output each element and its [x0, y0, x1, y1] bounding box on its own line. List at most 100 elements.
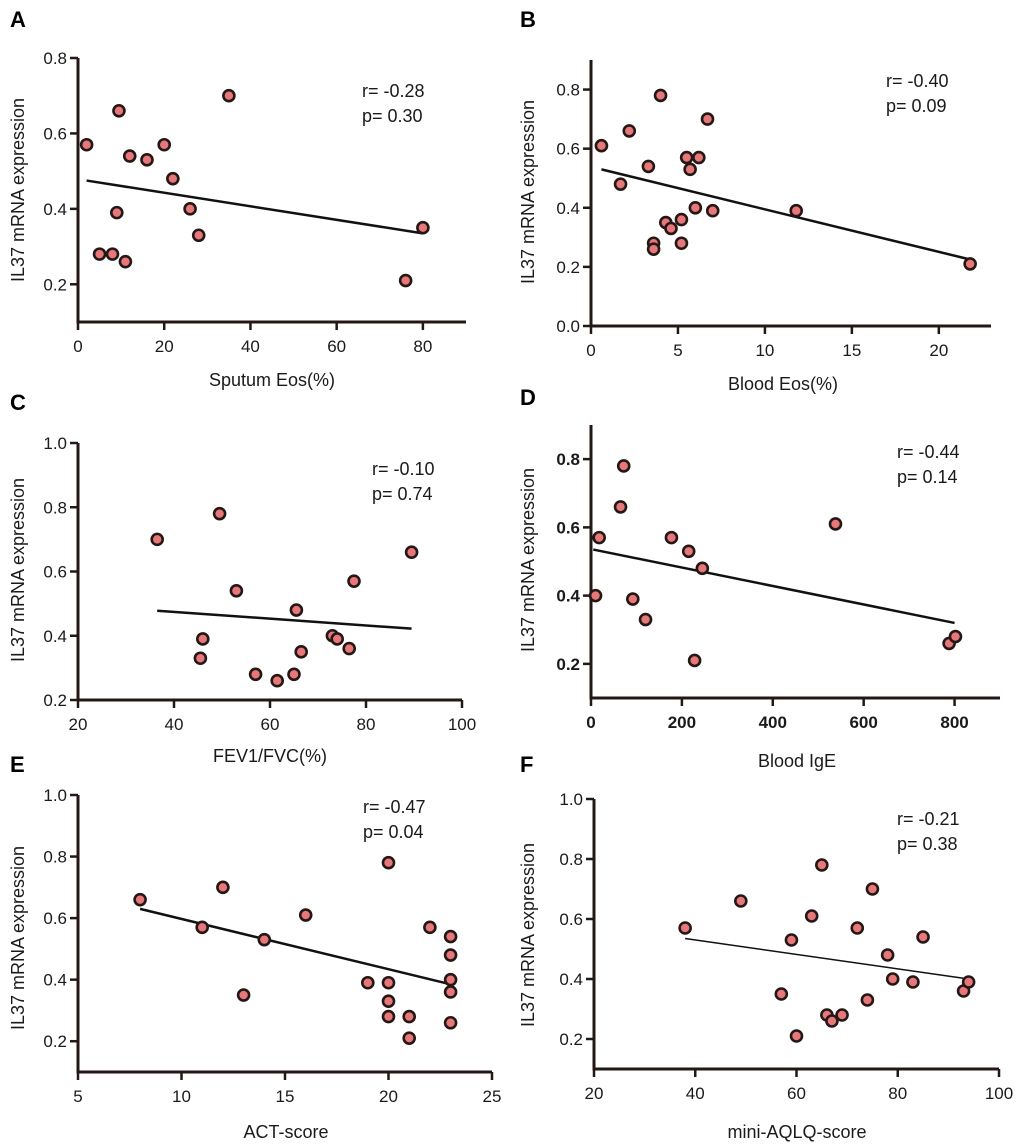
data-point [236, 988, 251, 1002]
data-point [641, 159, 656, 174]
p-value: p= 0.74 [372, 484, 433, 504]
data-point [664, 530, 679, 545]
x-tick-label: 40 [241, 337, 260, 356]
data-point [674, 236, 689, 251]
x-axis-title: mini-AQLQ-score [727, 1122, 866, 1142]
y-tick-label: 0.4 [43, 200, 67, 219]
data-point [330, 632, 345, 646]
y-axis-title: IL37 mRNA expression [518, 843, 538, 1027]
data-point [183, 202, 197, 216]
x-tick-label: 200 [668, 713, 696, 732]
y-tick-label: 0.6 [43, 124, 67, 143]
data-point [416, 220, 430, 235]
y-tick-label: 0.2 [43, 691, 67, 710]
data-point [402, 1031, 417, 1045]
data-point [789, 1029, 804, 1043]
y-axis-title: IL37 mRNA expression [518, 468, 538, 652]
x-tick-label: 15 [842, 341, 861, 360]
panel-letter: F [520, 752, 533, 777]
data-point [948, 629, 963, 644]
data-point [216, 880, 230, 895]
data-point [289, 603, 304, 617]
y-tick-label: 0.6 [556, 140, 580, 159]
y-tick-label: 0.8 [43, 498, 67, 517]
y-axis-title: IL37 mRNA expression [8, 478, 28, 662]
x-tick-label: 100 [985, 1084, 1013, 1103]
data-point [92, 247, 107, 261]
data-point [140, 153, 154, 167]
regression-line [157, 609, 412, 630]
y-tick-label: 0.2 [43, 275, 67, 294]
data-point [443, 948, 458, 962]
p-value: p= 0.38 [897, 834, 958, 854]
y-tick-label: 1.0 [43, 434, 67, 453]
data-point [916, 930, 930, 944]
y-tick-label: 0.6 [43, 563, 67, 582]
y-tick-label: 0.8 [556, 81, 580, 100]
data-point [443, 972, 458, 987]
x-tick-label: 0 [586, 713, 595, 732]
panel-e: E 5 10 15 20 25 0.2 0.4 0.6 0.8 1.0 ACT-score IL37 m… [8, 752, 501, 1142]
x-tick-label: 5 [673, 341, 682, 360]
x-tick-label: 0 [586, 341, 595, 360]
panel-c: C 20 40 60 80 100 0.2 0.4 0.6 0.8 1.0 FEV1/FVC(%) IL… [8, 390, 476, 766]
y-tick-label: 0.4 [556, 199, 580, 218]
x-tick-label: 80 [888, 1084, 907, 1103]
regression-line [86, 179, 424, 235]
data-point [347, 574, 361, 588]
y-tick-label: 0.8 [559, 850, 583, 869]
data-point [150, 532, 164, 547]
data-point [850, 921, 865, 935]
x-tick-label: 60 [327, 337, 346, 356]
data-point [835, 1008, 849, 1022]
x-axis-title: Blood IgE [758, 751, 836, 771]
data-point [381, 1009, 396, 1024]
data-point [705, 203, 720, 218]
data-point [196, 632, 210, 646]
data-point [222, 88, 236, 103]
data-point [695, 561, 710, 576]
y-axis-title: IL37 mRNA expression [8, 98, 28, 282]
panel-b: B 0 5 10 15 20 0.0 0.2 0.4 0.6 0.8 Blood Eos(%) IL37… [518, 7, 991, 394]
x-tick-label: 60 [261, 715, 280, 734]
data-point [157, 137, 172, 152]
data-point [774, 987, 789, 1001]
x-tick-label: 400 [759, 713, 787, 732]
panel-d: D 0 200 400 600 800 0.2 0.4 0.6 0.8 Blood IgE IL37 … [518, 385, 1000, 771]
data-point [212, 506, 227, 521]
x-tick-label: 40 [686, 1084, 705, 1103]
regression-line [139, 907, 451, 986]
y-tick-label: 0.0 [556, 317, 580, 336]
data-point [865, 882, 880, 896]
data-point [784, 933, 799, 947]
x-tick-label: 20 [69, 715, 88, 734]
panel-letter: B [520, 7, 536, 32]
p-value: p= 0.30 [362, 106, 423, 126]
data-point [638, 612, 653, 627]
data-point [443, 929, 458, 944]
data-point [381, 994, 396, 1009]
x-tick-label: 600 [849, 713, 877, 732]
data-point [825, 1014, 839, 1028]
data-point [692, 150, 706, 165]
x-axis-title: Sputum Eos(%) [209, 370, 335, 390]
x-tick-label: 15 [276, 1087, 295, 1106]
data-point [248, 667, 263, 682]
y-tick-label: 0.2 [43, 1032, 67, 1051]
data-point [229, 583, 244, 598]
y-axis-title: IL37 mRNA expression [8, 846, 28, 1030]
y-axis-title: IL37 mRNA expression [518, 100, 538, 284]
data-point [110, 205, 124, 220]
panel-f: F 20 40 60 80 100 0.2 0.4 0.6 0.8 1.0 mini-AQLQ-sco… [518, 752, 1013, 1142]
data-point [646, 242, 661, 256]
x-tick-label: 20 [585, 1084, 604, 1103]
x-tick-label: 10 [755, 341, 774, 360]
data-point [360, 975, 375, 990]
data-point [622, 124, 637, 138]
x-tick-label: 80 [413, 337, 432, 356]
r-value: r= -0.40 [886, 71, 949, 91]
x-axis-title: FEV1/FVC(%) [213, 746, 327, 766]
y-tick-label: 1.0 [559, 790, 583, 809]
data-point [402, 1009, 417, 1024]
